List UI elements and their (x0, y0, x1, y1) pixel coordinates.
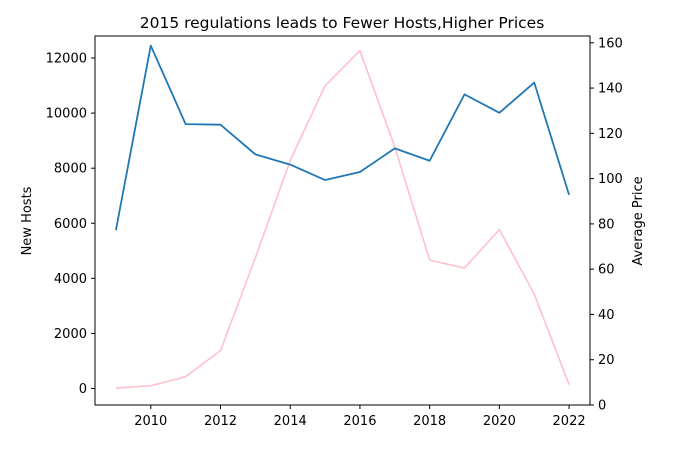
y-right-tick-label: 40 (598, 308, 615, 323)
y-right-tick-label: 160 (598, 36, 623, 51)
y-left-tick-label: 4000 (54, 272, 87, 287)
y-axis-left: 0 2000 4000 6000 8000 10000 12000 (46, 52, 95, 397)
y-left-tick-label: 10000 (46, 107, 87, 122)
y-right-tick-label: 60 (598, 263, 615, 278)
x-tick-label: 2010 (134, 414, 167, 429)
x-tick-label: 2018 (413, 414, 446, 429)
y-left-tick-label: 2000 (54, 327, 87, 342)
plot-frame (94, 35, 591, 406)
x-tick-label: 2014 (274, 414, 307, 429)
series-layer (115, 44, 570, 389)
x-axis: 2010 2012 2014 2016 2018 2020 2022 (134, 405, 586, 429)
x-tick-label: 2016 (343, 414, 376, 429)
new-hosts-line (115, 44, 570, 231)
y-left-tick-label: 6000 (54, 217, 87, 232)
chart-title: 2015 regulations leads to Fewer Hosts,Hi… (140, 14, 545, 32)
x-tick-label: 2012 (204, 414, 237, 429)
y-left-tick-label: 12000 (46, 52, 87, 67)
x-tick-label: 2020 (483, 414, 516, 429)
y-axis-right-title: Average Price (631, 176, 646, 265)
y-left-tick-label: 0 (79, 382, 87, 397)
y-right-tick-label: 140 (598, 82, 623, 97)
y-axis-right: 0 20 40 60 80 100 120 140 160 (590, 36, 623, 414)
y-right-tick-label: 20 (598, 353, 615, 368)
y-right-tick-label: 80 (598, 217, 615, 232)
y-right-tick-label: 120 (598, 127, 623, 142)
y-right-tick-label: 100 (598, 172, 623, 187)
y-axis-left-title: New Hosts (20, 186, 35, 255)
y-right-tick-label: 0 (598, 399, 606, 414)
y-left-tick-label: 8000 (54, 162, 87, 177)
x-tick-label: 2022 (553, 414, 586, 429)
average-price-line (115, 49, 570, 389)
